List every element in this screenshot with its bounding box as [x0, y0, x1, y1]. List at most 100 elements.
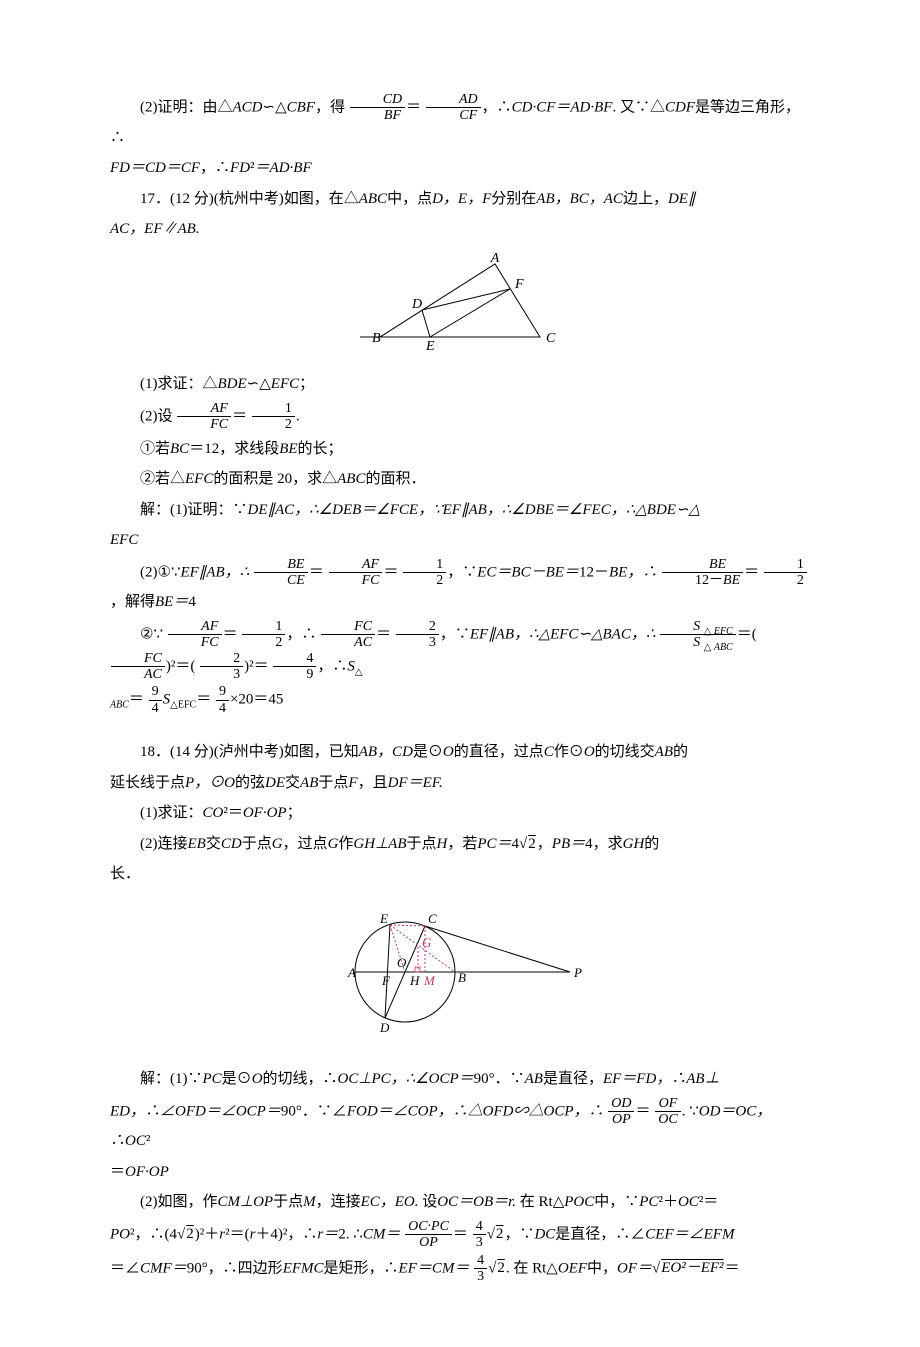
- var: O: [252, 1071, 263, 1087]
- frac: FCAC: [321, 619, 375, 651]
- expr: BE＝: [155, 594, 188, 610]
- lbl-C: C: [546, 331, 556, 346]
- frac: 94: [216, 684, 229, 716]
- eq: ＝: [744, 564, 759, 580]
- var: G: [328, 836, 339, 852]
- val: 2. ∴: [338, 1226, 363, 1242]
- frac: BE12－BE: [662, 557, 743, 589]
- frac: S △ EFCS △ ABC: [660, 619, 736, 651]
- text: 于点: [318, 775, 348, 791]
- text: )²＋: [195, 1226, 220, 1242]
- text: ，过点: [283, 836, 328, 852]
- var: S: [347, 658, 355, 674]
- root: 2: [185, 1226, 195, 1242]
- eq: ＝: [110, 1164, 125, 1180]
- n: 2: [396, 619, 439, 634]
- expr: ＝AD·BF: [255, 160, 312, 176]
- circle-svg: A B C D E F G H M O P: [330, 897, 590, 1047]
- text: 延长线于点: [110, 775, 185, 791]
- text: 是直径，: [543, 1071, 603, 1087]
- var: P，⊙O: [185, 775, 235, 791]
- var: AB，BC，AC: [536, 191, 623, 207]
- text: ②∵: [140, 626, 163, 642]
- frac: ODOP: [608, 1096, 634, 1128]
- frac: OFOC: [655, 1096, 680, 1128]
- var: OC＝OB＝r.: [437, 1194, 516, 1210]
- den: CF: [426, 107, 481, 123]
- text: ②若△: [140, 471, 185, 487]
- var: FD: [230, 160, 250, 176]
- var: PC＝: [477, 836, 511, 852]
- frac: OC·PCOP: [405, 1219, 452, 1251]
- var: EFC: [271, 376, 299, 392]
- sub: ABC: [110, 700, 129, 711]
- text: ，∴: [200, 160, 230, 176]
- text: 于点: [406, 836, 436, 852]
- p17-header-2: AC，EF∥AB.: [110, 215, 810, 244]
- d: OC: [655, 1111, 680, 1127]
- text: 作⊙: [554, 744, 584, 760]
- p18-header-1: 18．(14 分)(泸州中考)如图，已知AB，CD是⊙O的直径，过点C作⊙O的切…: [110, 738, 810, 767]
- frac: FCAC: [111, 651, 165, 683]
- text: 交: [285, 775, 300, 791]
- eq: ＝: [453, 1226, 468, 1242]
- p17-q2-2: ②若△EFC的面积是 20，求△ABC的面积．: [110, 465, 810, 494]
- p17-sol2-2: ②∵ AFFC＝ 12，∴ FCAC＝ 23，∵EF∥AB，∴△EFC∽△BAC…: [110, 619, 810, 683]
- frac: 12: [764, 557, 807, 589]
- frac: 49: [273, 651, 316, 683]
- num: CD: [350, 92, 405, 107]
- eq: ＝: [635, 1103, 650, 1119]
- lbl-A: A: [347, 965, 356, 980]
- den: 2: [252, 416, 295, 432]
- text: ²＝(: [225, 1226, 250, 1242]
- d: 4: [216, 700, 229, 716]
- var: CM＝: [363, 1226, 401, 1242]
- lbl-O: O: [397, 955, 407, 970]
- num: AD: [426, 92, 481, 107]
- n: FC: [321, 619, 375, 634]
- text: 中，: [587, 1260, 617, 1276]
- lbl-C: C: [428, 911, 437, 926]
- sq: ²: [146, 1133, 151, 1149]
- text: (2)证明：由△: [140, 99, 233, 115]
- frac: 12: [252, 401, 295, 433]
- n: BE: [662, 557, 743, 572]
- text: 的直径，过点: [454, 744, 544, 760]
- text: 分别在: [491, 191, 536, 207]
- var: AB: [300, 775, 318, 791]
- var: CD: [221, 836, 242, 852]
- p18-s2: ED，∴∠OFD＝∠OCP＝90°．∵∠FOD＝∠COP，∴△OFD∽△OCP，…: [110, 1096, 810, 1156]
- d: AC: [111, 666, 165, 682]
- eq: ＝: [383, 564, 398, 580]
- var: CMF＝: [140, 1260, 187, 1276]
- text: . 在 Rt△: [506, 1260, 558, 1276]
- text: 设: [419, 1194, 438, 1210]
- expr: ED，∴∠OFD＝∠OCP＝: [110, 1103, 281, 1119]
- p18-s6: ＝∠CMF＝90°，∴四边形EFMC是矩形，∴EF＝CM＝ 43√2. 在 Rt…: [110, 1253, 810, 1285]
- text: ；: [287, 805, 302, 821]
- p17-sol2-3: ABC＝ 94S△EFC＝ 94×20＝45: [110, 684, 810, 716]
- eq: ＝: [223, 626, 238, 642]
- lbl-D: D: [379, 1020, 390, 1035]
- d: 2: [764, 572, 807, 588]
- var: O: [584, 744, 595, 760]
- sub: △EFC: [170, 700, 196, 711]
- n: 2: [200, 651, 243, 666]
- var: DE: [265, 775, 285, 791]
- text: 的长；: [298, 441, 343, 457]
- expr: EF∥AB，∴△EFC∽△BAC，∴: [470, 626, 656, 642]
- text: 的: [644, 836, 659, 852]
- n: 4: [273, 651, 316, 666]
- text: 解：(1)证明：∵: [140, 502, 248, 518]
- root: 2: [496, 1260, 506, 1276]
- text: 90°，∴四边形: [187, 1260, 283, 1276]
- var: O: [443, 744, 454, 760]
- p17-sol2-1: (2)①∵EF∥AB，∴ BECE＝ AFFC＝ 12，∵EC＝BC－BE＝12…: [110, 557, 810, 617]
- d: 12－BE: [695, 573, 740, 588]
- den: FC: [177, 416, 231, 432]
- text: 是矩形，∴: [324, 1260, 399, 1276]
- p18-q2b: 长．: [110, 860, 810, 889]
- var: ABC: [359, 191, 387, 207]
- text: .: [296, 408, 300, 424]
- var: PC: [639, 1194, 658, 1210]
